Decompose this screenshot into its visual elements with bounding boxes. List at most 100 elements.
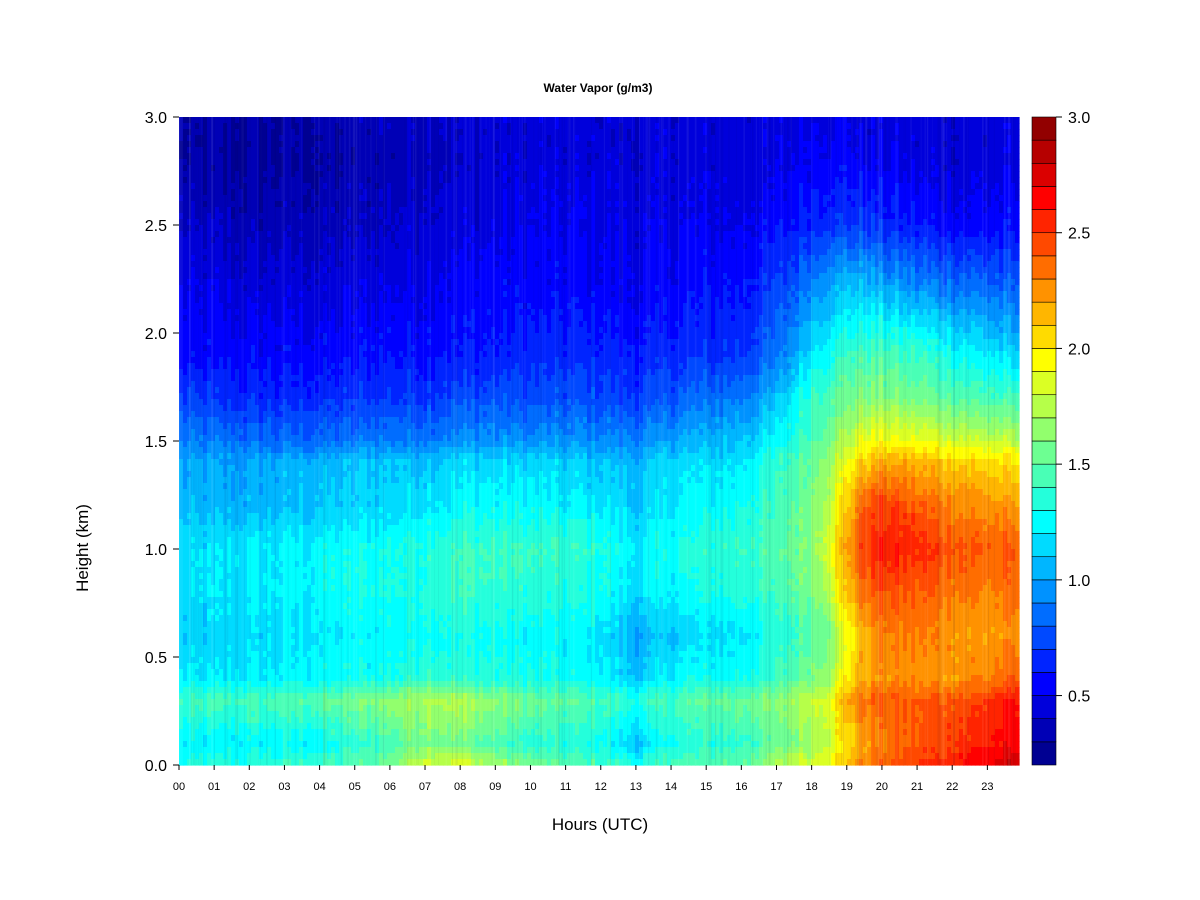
heatmap-cell xyxy=(507,189,512,196)
heatmap-cell xyxy=(951,183,956,190)
heatmap-cell xyxy=(375,141,380,148)
heatmap-cell xyxy=(355,129,360,136)
heatmap-cell xyxy=(643,123,648,130)
heatmap-cell xyxy=(331,189,336,196)
heatmap-cell xyxy=(495,249,500,256)
heatmap-cell xyxy=(259,177,264,184)
heatmap-cell xyxy=(471,147,476,154)
heatmap-cell xyxy=(539,117,544,124)
heatmap-cell xyxy=(799,159,804,166)
heatmap-cell xyxy=(915,171,920,178)
heatmap-cell xyxy=(631,123,636,130)
heatmap-cell xyxy=(695,117,700,124)
heatmap-cell xyxy=(975,219,980,226)
heatmap-cell xyxy=(295,195,300,202)
heatmap-cell xyxy=(623,171,628,178)
heatmap-cell xyxy=(755,243,760,250)
heatmap-cell xyxy=(771,249,776,256)
heatmap-cell xyxy=(759,165,764,172)
heatmap-cell xyxy=(643,141,648,148)
heatmap-cell xyxy=(875,183,880,190)
heatmap-cell xyxy=(403,195,408,202)
heatmap-cell xyxy=(295,159,300,166)
heatmap-cell xyxy=(779,123,784,130)
heatmap-cell xyxy=(735,117,740,124)
heatmap-cell xyxy=(271,117,276,124)
heatmap-cell xyxy=(507,213,512,220)
heatmap-cell xyxy=(323,141,328,148)
heatmap-cell xyxy=(823,123,828,130)
heatmap-cell xyxy=(439,171,444,178)
heatmap-cell xyxy=(819,195,824,202)
heatmap-cell xyxy=(467,177,472,184)
heatmap-cell xyxy=(183,255,188,262)
heatmap-cell xyxy=(979,153,984,160)
heatmap-cell xyxy=(871,117,876,124)
heatmap-cell xyxy=(183,159,188,166)
heatmap-cell xyxy=(579,249,584,256)
heatmap-cell xyxy=(887,123,892,130)
heatmap-cell xyxy=(1011,153,1016,160)
heatmap-cell xyxy=(759,159,764,166)
heatmap-cell xyxy=(363,129,368,136)
heatmap-cell xyxy=(507,231,512,238)
heatmap-cell xyxy=(931,195,936,202)
heatmap-cell xyxy=(723,183,728,190)
heatmap-cell xyxy=(203,147,208,154)
heatmap-cell xyxy=(823,213,828,220)
heatmap-cell xyxy=(611,153,616,160)
heatmap-cell xyxy=(935,171,940,178)
heatmap-cell xyxy=(971,153,976,160)
heatmap-cell xyxy=(483,213,488,220)
heatmap-cell xyxy=(963,147,968,154)
heatmap-cell xyxy=(363,207,368,214)
heatmap-cell xyxy=(367,123,372,130)
heatmap-cell xyxy=(451,171,456,178)
heatmap-cell xyxy=(947,165,952,172)
heatmap-cell xyxy=(463,147,468,154)
heatmap-cell xyxy=(183,123,188,130)
heatmap-cell xyxy=(547,135,552,142)
heatmap-cell xyxy=(203,159,208,166)
heatmap-cell xyxy=(559,123,564,130)
heatmap-cell xyxy=(319,129,324,136)
heatmap-cell xyxy=(995,141,1000,148)
heatmap-cell xyxy=(783,135,788,142)
heatmap-cell xyxy=(783,171,788,178)
heatmap-cell xyxy=(579,177,584,184)
heatmap-cell xyxy=(287,183,292,190)
heatmap-cell xyxy=(407,153,412,160)
heatmap-cell xyxy=(659,123,664,130)
heatmap-cell xyxy=(447,213,452,220)
heatmap-cell xyxy=(231,153,236,160)
heatmap-cell xyxy=(591,195,596,202)
heatmap-cell xyxy=(211,195,216,202)
heatmap-cell xyxy=(899,177,904,184)
heatmap-cell xyxy=(331,201,336,208)
heatmap-cell xyxy=(255,165,260,172)
heatmap-cell xyxy=(203,129,208,136)
heatmap-cell xyxy=(803,165,808,172)
heatmap-cell xyxy=(1003,177,1008,184)
heatmap-cell xyxy=(379,207,384,214)
heatmap-cell xyxy=(503,183,508,190)
heatmap-cell xyxy=(703,153,708,160)
heatmap-cell xyxy=(847,117,852,124)
heatmap-cell xyxy=(787,201,792,208)
heatmap-cell xyxy=(807,159,812,166)
heatmap-cell xyxy=(607,183,612,190)
heatmap-cell xyxy=(627,165,632,172)
heatmap-cell xyxy=(523,141,528,148)
heatmap-cell xyxy=(375,171,380,178)
heatmap-cell xyxy=(863,171,868,178)
heatmap-cell xyxy=(191,171,196,178)
heatmap-cell xyxy=(339,135,344,142)
heatmap-cell xyxy=(999,237,1004,244)
heatmap-cell xyxy=(799,147,804,154)
heatmap-cell xyxy=(307,249,312,256)
heatmap-cell xyxy=(459,117,464,124)
heatmap-cell xyxy=(735,213,740,220)
heatmap-cell xyxy=(395,171,400,178)
heatmap-cell xyxy=(787,135,792,142)
heatmap-cell xyxy=(615,129,620,136)
